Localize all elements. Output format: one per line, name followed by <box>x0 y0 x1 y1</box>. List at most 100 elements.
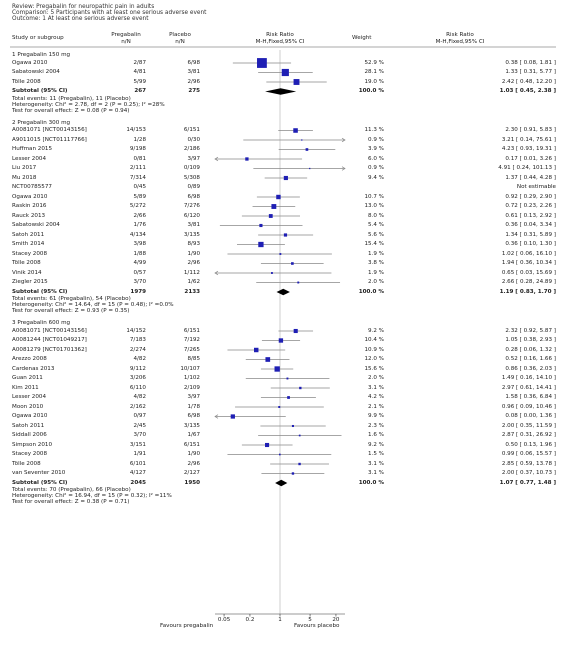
study-ci-text: 0.92 [ 0.29, 2.90 ] <box>505 193 556 200</box>
study-name: Smith 2014 <box>12 241 45 247</box>
study-name: Tölle 2008 <box>12 78 41 85</box>
col-group1: Pregabalin <box>111 32 141 38</box>
subgroup-note: Test for overall effect: Z = 0.38 (P = 0… <box>12 499 130 505</box>
study-ci-text: 1.49 [ 0.16, 14.10 ] <box>501 375 556 381</box>
study-ci-text: 2.85 [ 0.59, 13.78 ] <box>501 460 556 467</box>
study-name: Moon 2010 <box>12 403 44 410</box>
study-name: Ogawa 2010 <box>12 193 48 200</box>
effect-marker <box>291 424 294 428</box>
subgroup-note: Heterogeneity: Chi² = 2.78, df = 2 (P = … <box>12 101 165 108</box>
study-weight: 2.0 % <box>368 279 384 285</box>
study-ci-text: 2.42 [ 0.48, 12.20 ] <box>501 78 556 85</box>
subtotal-pregabalin-total: 1979 <box>130 288 146 295</box>
study-placebo-events: 8/93 <box>187 241 200 247</box>
study-weight: 3.9 % <box>368 146 384 152</box>
study-pregabalin-events: 7/314 <box>129 174 146 181</box>
study-ci-text: 0.36 [ 0.10, 1.30 ] <box>505 241 556 247</box>
effect-marker <box>287 396 290 399</box>
study-ci-text: 0.86 [ 0.36, 2.03 ] <box>505 365 556 372</box>
study-placebo-events: 8/85 <box>187 356 200 362</box>
study-pregabalin-events: 2/45 <box>133 422 146 429</box>
study-placebo-events: 2/96 <box>187 78 200 85</box>
effect-marker <box>298 462 301 466</box>
study-pregabalin-events: 3/151 <box>129 441 146 448</box>
effect-marker <box>265 357 271 362</box>
study-name: Lesser 2004 <box>12 155 47 162</box>
study-weight: 5.4 % <box>368 222 384 228</box>
subtotal-pregabalin-total: 267 <box>134 88 146 94</box>
study-placebo-events: 2/127 <box>183 470 200 476</box>
effect-marker <box>278 453 281 456</box>
effect-marker <box>230 414 235 419</box>
study-placebo-events: 6/151 <box>183 127 200 133</box>
study-weight: 12.0 % <box>364 356 384 362</box>
study-placebo-events: 3/81 <box>187 222 200 228</box>
study-weight: 2.1 % <box>368 403 384 410</box>
study-pregabalin-events: 1/28 <box>133 136 146 143</box>
study-pregabalin-events: 1/88 <box>133 250 146 257</box>
study-weight: 1.5 % <box>368 451 384 457</box>
effect-marker <box>291 262 294 265</box>
effect-marker <box>271 272 273 274</box>
study-pregabalin-events: 2/87 <box>133 59 146 66</box>
effect-marker <box>286 377 289 380</box>
effect-marker <box>271 204 277 209</box>
study-ci-text: 4.91 [ 0.24, 101.13 ] <box>498 165 556 171</box>
study-ci-text: 1.34 [ 0.31, 5.89 ] <box>505 231 556 238</box>
pooled-diamond <box>275 479 288 487</box>
study-pregabalin-events: 1/76 <box>133 222 146 228</box>
study-ci-text: 0.65 [ 0.03, 15.69 ] <box>501 269 556 276</box>
study-pregabalin-events: 3/206 <box>129 375 146 381</box>
effect-marker <box>257 58 267 68</box>
study-ci-text: 0.38 [ 0.08, 1.81 ] <box>505 59 556 66</box>
col-group2-sub: n/N <box>175 39 185 45</box>
study-ci-text: 4.23 [ 0.93, 19.31 ] <box>501 146 556 152</box>
study-name: Satoh 2011 <box>12 422 45 429</box>
study-ci-text: 2.66 [ 0.28, 24.89 ] <box>501 279 556 285</box>
subgroup-note: Total events: 61 (Pregabalin), 54 (Place… <box>12 296 131 302</box>
study-name: Stacey 2008 <box>12 451 48 457</box>
x-tick-label: 1 <box>278 617 282 623</box>
study-weight: 5.6 % <box>368 231 384 238</box>
effect-marker <box>245 157 249 161</box>
effect-marker <box>297 281 300 284</box>
ci-arrow-right <box>341 137 346 143</box>
study-weight: 9.2 % <box>368 441 384 448</box>
review-title: Review: Pregabalin for neuropathic pain … <box>12 4 155 10</box>
study-ci-text: 1.58 [ 0.36, 6.84 ] <box>505 394 556 400</box>
study-placebo-events: 6/98 <box>187 193 200 200</box>
effect-marker <box>298 434 301 437</box>
study-ci-text: 0.08 [ 0.00, 1.36 ] <box>505 413 556 419</box>
study-placebo-events: 5/308 <box>183 174 200 181</box>
col-ci: Risk Ratio <box>446 32 474 38</box>
study-weight: 9.4 % <box>368 174 384 181</box>
effect-marker <box>309 167 311 170</box>
col-group2: Placebo <box>169 32 191 38</box>
study-name: Satoh 2011 <box>12 231 45 238</box>
study-weight: 4.2 % <box>368 394 384 400</box>
study-weight: 15.4 % <box>364 241 384 247</box>
study-placebo-events: 6/98 <box>187 413 200 419</box>
effect-marker <box>281 68 289 77</box>
study-weight: 3.1 % <box>368 470 384 476</box>
study-pregabalin-events: 2/162 <box>129 403 146 410</box>
col-weight: Weight <box>352 35 372 41</box>
study-pregabalin-events: 4/134 <box>129 231 146 238</box>
effect-marker <box>293 128 298 133</box>
subtotal-placebo-total: 1950 <box>184 479 200 486</box>
effect-marker <box>283 233 288 237</box>
effect-marker <box>293 328 298 334</box>
study-pregabalin-events: 0/57 <box>133 269 146 276</box>
study-name: van Seventer 2010 <box>12 470 66 476</box>
subgroup-note: Heterogeneity: Chi² = 14.64, df = 15 (P … <box>12 302 174 308</box>
study-name: Simpson 2010 <box>12 441 53 448</box>
subtotal-placebo-total: 275 <box>188 88 200 94</box>
favours-right-label: Favours placebo <box>294 623 340 629</box>
study-pregabalin-events: 0/45 <box>133 184 146 190</box>
study-placebo-events: 7/265 <box>183 346 200 353</box>
study-name: Guan 2011 <box>12 375 43 381</box>
study-ci-text: 0.28 [ 0.06, 1.32 ] <box>505 346 556 353</box>
subgroup-note: Heterogeneity: Chi² = 16.94, df = 15 (P … <box>12 493 172 499</box>
study-name: Tölle 2008 <box>12 260 41 266</box>
study-name: Liu 2017 <box>12 165 37 171</box>
